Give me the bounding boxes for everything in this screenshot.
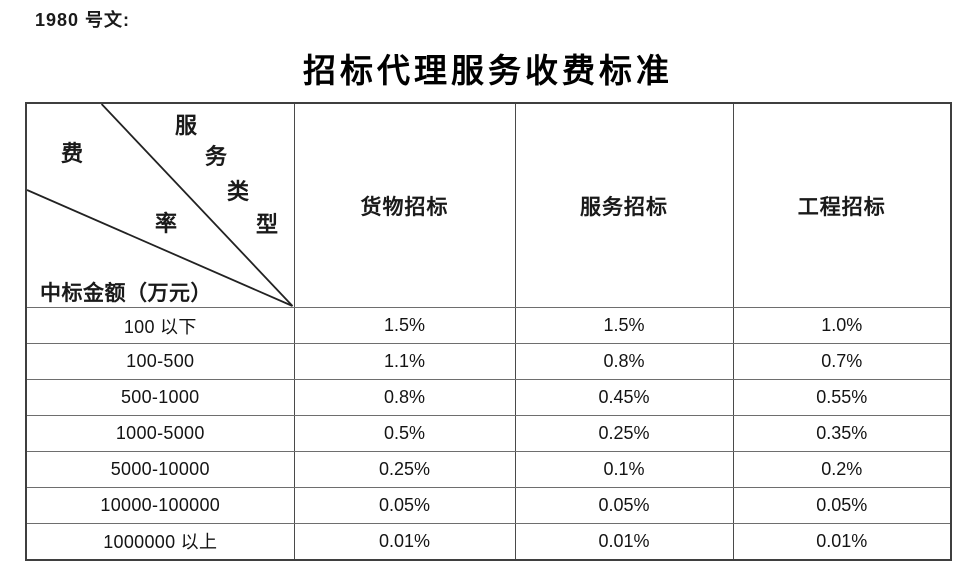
table-row: 1000000 以上 0.01% 0.01% 0.01% (25, 523, 952, 560)
engineering-rate-cell: 0.05% (732, 487, 952, 524)
engineering-rate-cell: 0.55% (732, 379, 952, 416)
table-row: 500-1000 0.8% 0.45% 0.55% (25, 379, 952, 416)
goods-rate-cell: 0.01% (293, 523, 516, 560)
fee-standard-table: 服 务 类 型 费 率 中标金额（万元） 货物招标 服务招标 工程招标 100 … (25, 102, 952, 561)
amount-range-cell: 1000000 以上 (25, 523, 295, 560)
goods-rate-cell: 0.8% (293, 379, 516, 416)
service-rate-cell: 0.05% (514, 487, 734, 524)
table-header-row: 服 务 类 型 费 率 中标金额（万元） 货物招标 服务招标 工程招标 (25, 102, 952, 308)
amount-range-cell: 5000-10000 (25, 451, 295, 488)
goods-rate-cell: 1.1% (293, 343, 516, 380)
service-rate-cell: 1.5% (514, 307, 734, 344)
engineering-rate-cell: 1.0% (732, 307, 952, 344)
corner-label-fee-rate-char: 费 (60, 141, 84, 166)
doc-number: 1980 号文: (35, 10, 131, 30)
engineering-rate-cell: 0.2% (732, 451, 952, 488)
engineering-rate-cell: 0.01% (732, 523, 952, 560)
service-rate-cell: 0.8% (514, 343, 734, 380)
table-row: 1000-5000 0.5% 0.25% 0.35% (25, 415, 952, 452)
page-title: 招标代理服务收费标准 (303, 54, 673, 90)
table-row: 100-500 1.1% 0.8% 0.7% (25, 343, 952, 380)
corner-label-service-type-char: 类 (226, 179, 250, 204)
column-header-goods: 货物招标 (293, 102, 516, 308)
diagonal-corner-content: 服 务 类 型 费 率 中标金额（万元） (27, 104, 293, 307)
engineering-rate-cell: 0.7% (732, 343, 952, 380)
table-row: 5000-10000 0.25% 0.1% 0.2% (25, 451, 952, 488)
goods-rate-cell: 0.5% (293, 415, 516, 452)
amount-range-cell: 100-500 (25, 343, 295, 380)
diagonal-lines (27, 104, 293, 307)
goods-rate-cell: 0.05% (293, 487, 516, 524)
corner-label-service-type-char: 务 (204, 144, 228, 169)
column-header-service: 服务招标 (514, 102, 734, 308)
goods-rate-cell: 0.25% (293, 451, 516, 488)
corner-label-service-type-char: 服 (174, 113, 198, 138)
service-rate-cell: 0.1% (514, 451, 734, 488)
corner-label-service-type-char: 型 (255, 212, 279, 237)
amount-range-cell: 10000-100000 (25, 487, 295, 524)
diagonal-corner-cell: 服 务 类 型 费 率 中标金额（万元） (25, 102, 295, 308)
service-rate-cell: 0.25% (514, 415, 734, 452)
corner-label-fee-rate-char: 率 (154, 211, 178, 236)
amount-range-cell: 500-1000 (25, 379, 295, 416)
amount-range-cell: 100 以下 (25, 307, 295, 344)
column-header-engineering: 工程招标 (732, 102, 952, 308)
amount-range-cell: 1000-5000 (25, 415, 295, 452)
table-row: 100 以下 1.5% 1.5% 1.0% (25, 307, 952, 344)
service-rate-cell: 0.45% (514, 379, 734, 416)
engineering-rate-cell: 0.35% (732, 415, 952, 452)
goods-rate-cell: 1.5% (293, 307, 516, 344)
table-row: 10000-100000 0.05% 0.05% 0.05% (25, 487, 952, 524)
service-rate-cell: 0.01% (514, 523, 734, 560)
corner-label-bid-amount: 中标金额（万元） (40, 281, 212, 305)
